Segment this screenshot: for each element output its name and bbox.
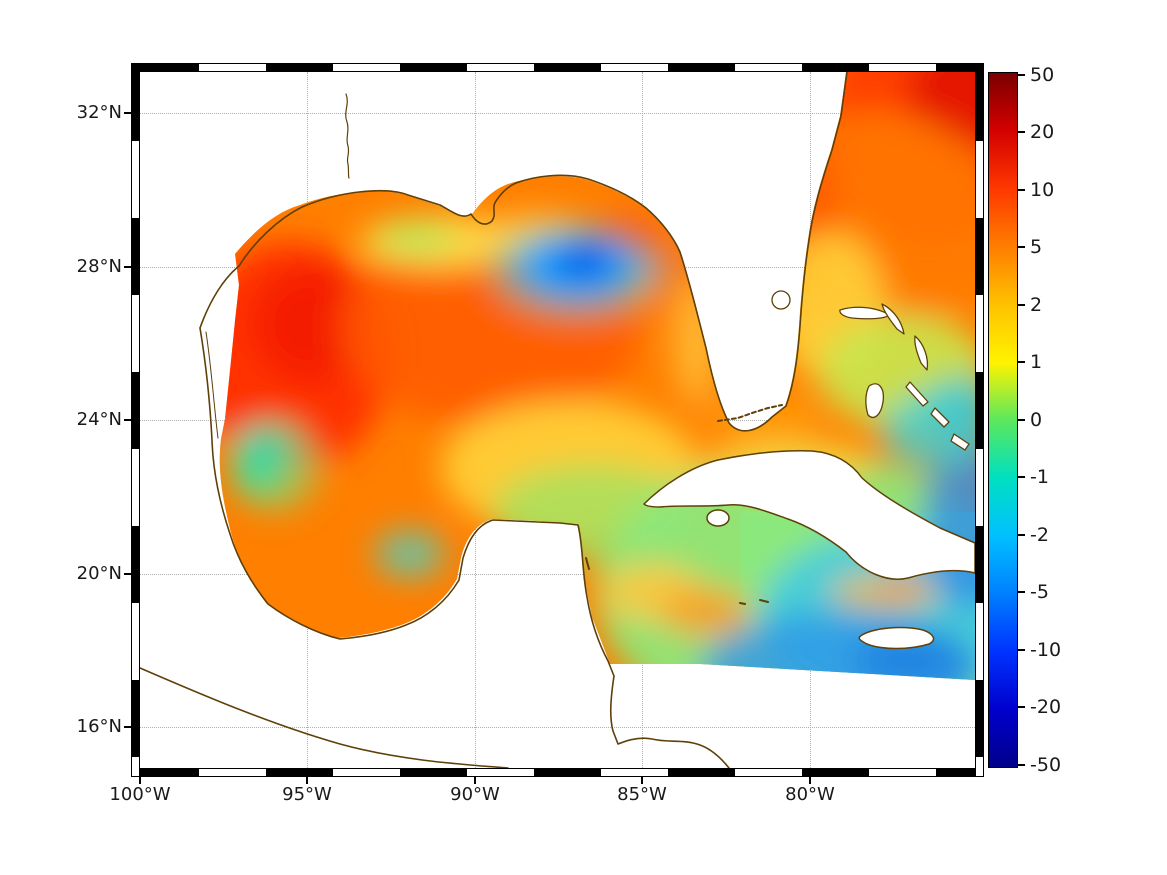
x-tick-80w bbox=[809, 777, 811, 784]
colorbar-tick bbox=[1018, 361, 1025, 363]
y-tick-24n bbox=[124, 419, 131, 421]
island-abaco bbox=[881, 303, 905, 335]
cayman-islands bbox=[739, 599, 769, 605]
colorbar-tick bbox=[1018, 476, 1025, 478]
colorbar-tick bbox=[1018, 534, 1025, 536]
island-exuma bbox=[905, 381, 929, 407]
colorbar-tick bbox=[1018, 764, 1025, 766]
gridline-20n bbox=[140, 574, 975, 575]
colorbar-label-neg5: -5 bbox=[1030, 581, 1049, 603]
colorbar-label-20: 20 bbox=[1030, 121, 1055, 143]
heatmap-layer bbox=[219, 72, 975, 680]
y-tick-label-20n: 20°N bbox=[76, 563, 122, 584]
colorbar-tick bbox=[1018, 706, 1025, 708]
colorbar-label-neg20: -20 bbox=[1030, 696, 1062, 718]
x-tick-label-80w: 80°W bbox=[785, 784, 835, 805]
y-tick-label-24n: 24°N bbox=[76, 409, 122, 430]
island-cozumel bbox=[585, 557, 590, 570]
plot-area bbox=[140, 72, 975, 768]
y-tick-label-16n: 16°N bbox=[76, 716, 122, 737]
island-eleuthera bbox=[914, 335, 929, 371]
colorbar-label-50: 50 bbox=[1030, 64, 1055, 86]
colorbar-label-neg2: -2 bbox=[1030, 524, 1049, 546]
colorbar-tick bbox=[1018, 131, 1025, 133]
colorbar-tick bbox=[1018, 591, 1025, 593]
island-long-island bbox=[930, 407, 950, 428]
x-tick-90w bbox=[474, 777, 476, 784]
colorbar-tick bbox=[1018, 419, 1025, 421]
x-tick-label-100w: 100°W bbox=[109, 784, 171, 805]
colorbar-tick bbox=[1018, 246, 1025, 248]
x-tick-95w bbox=[306, 777, 308, 784]
island-layer bbox=[643, 303, 975, 650]
x-tick-100w bbox=[139, 777, 141, 784]
map-frame-left bbox=[131, 63, 140, 777]
colorbar-label-2: 2 bbox=[1030, 294, 1043, 316]
colorbar-label-neg1: -1 bbox=[1030, 466, 1049, 488]
coastline-laguna-madre bbox=[205, 331, 219, 439]
map-frame-bottom bbox=[131, 768, 984, 777]
colorbar-label-10: 10 bbox=[1030, 179, 1055, 201]
gridline-32n bbox=[140, 113, 975, 114]
island-jamaica bbox=[858, 626, 935, 650]
lake-okeechobee bbox=[771, 290, 791, 310]
colorbar bbox=[988, 72, 1018, 768]
colorbar-tick bbox=[1018, 649, 1025, 651]
map-canvas bbox=[140, 72, 975, 768]
map-frame-right bbox=[975, 63, 984, 777]
coastline-pacific-mexico bbox=[140, 667, 509, 768]
colorbar-label-0: 0 bbox=[1030, 409, 1043, 431]
x-tick-label-85w: 85°W bbox=[617, 784, 667, 805]
x-tick-label-90w: 90°W bbox=[450, 784, 500, 805]
island-cuba bbox=[643, 450, 975, 580]
island-crooked bbox=[950, 433, 970, 451]
colorbar-label-5: 5 bbox=[1030, 236, 1043, 258]
island-andros bbox=[865, 383, 884, 418]
coastline-mexico-yucatan bbox=[199, 327, 730, 768]
colorbar-tick bbox=[1018, 304, 1025, 306]
y-tick-28n bbox=[124, 266, 131, 268]
map-frame-top bbox=[131, 63, 984, 72]
coastline-us-gulf-florida bbox=[199, 72, 848, 432]
river-texas bbox=[345, 93, 350, 179]
colorbar-label-1: 1 bbox=[1030, 351, 1043, 373]
colorbar-tick bbox=[1018, 189, 1025, 191]
colorbar-tick bbox=[1018, 74, 1025, 76]
y-tick-20n bbox=[124, 573, 131, 575]
colorbar-label-neg10: -10 bbox=[1030, 639, 1062, 661]
florida-keys bbox=[717, 404, 783, 422]
gridline-16n bbox=[140, 727, 975, 728]
y-tick-label-32n: 32°N bbox=[76, 102, 122, 123]
island-isla-juventud bbox=[706, 509, 730, 527]
x-tick-label-95w: 95°W bbox=[282, 784, 332, 805]
island-grand-bahama bbox=[839, 306, 891, 320]
coastline-layer bbox=[140, 72, 848, 768]
y-tick-16n bbox=[124, 726, 131, 728]
y-tick-label-28n: 28°N bbox=[76, 256, 122, 277]
y-tick-32n bbox=[124, 112, 131, 114]
x-tick-85w bbox=[641, 777, 643, 784]
colorbar-label-neg50: -50 bbox=[1030, 754, 1062, 776]
